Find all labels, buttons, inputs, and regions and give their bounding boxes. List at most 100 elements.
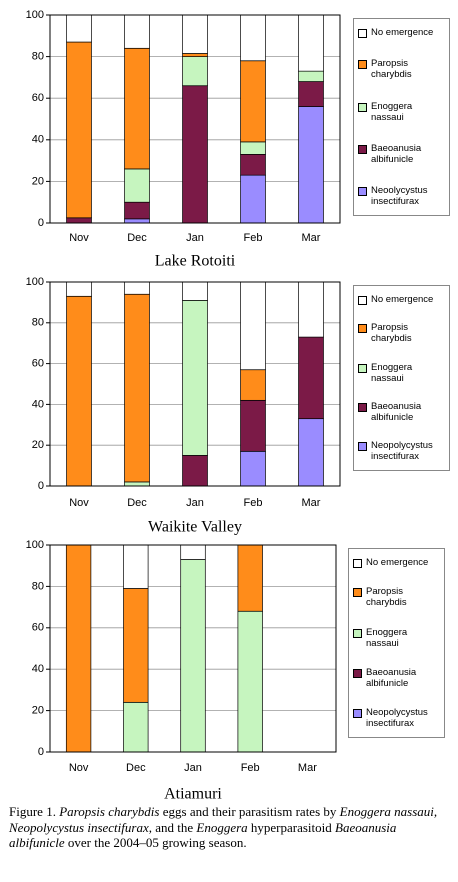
legend-item: Paropsis charybdis [358, 322, 445, 344]
x-tick-label: Nov [69, 497, 89, 509]
legend-swatch [358, 296, 367, 305]
legend-label: Baeoanusia albifunicle [371, 400, 422, 423]
legend-label: Enoggera nassaui [366, 626, 408, 649]
legend-item: Enoggera nassaui [353, 627, 440, 649]
bar-segment [124, 218, 150, 224]
bar-segment [66, 295, 92, 487]
legend-label: No emergence [371, 294, 434, 305]
legend-swatch [353, 588, 362, 598]
bar-segment [240, 141, 266, 155]
y-tick-label: 20 [32, 439, 44, 451]
bar-segment [180, 544, 206, 560]
y-tick-label: 80 [32, 51, 44, 63]
bar-segment [298, 70, 324, 82]
bar-segment [124, 201, 150, 220]
bar-segment [240, 399, 266, 452]
y-tick-label: 20 [32, 175, 44, 187]
x-tick-label: Jan [186, 232, 204, 244]
legend-swatch [358, 442, 367, 451]
chart-title: Atiamuri [164, 786, 222, 800]
y-tick-label: 60 [32, 92, 44, 104]
bar-segment [182, 281, 208, 301]
bar-segment [124, 281, 150, 295]
plot-border [49, 544, 337, 753]
legend-item: Baeoanusia albifunicle [353, 667, 440, 689]
caption-segment: Figure 1. [9, 804, 60, 819]
legend-item: Paropsis charybdis [353, 586, 440, 608]
caption-segment: over the 2004–05 growing season. [64, 835, 247, 850]
legend-label: Paropsis charybdis [366, 586, 407, 609]
legend-label: Baeoanusia albifunicle [371, 142, 422, 165]
x-tick-label: Nov [69, 232, 89, 244]
legend-item: No emergence [353, 557, 440, 568]
caption-segment: eggs and their parasitism rates by [159, 804, 340, 819]
bar-segment [182, 455, 208, 487]
legend-swatch [353, 559, 362, 568]
bar-segment [66, 41, 92, 219]
chart-title: Waikite Valley [148, 519, 242, 536]
bar-segment [65, 544, 92, 753]
bar-segment [123, 588, 149, 703]
bar-segment [182, 53, 208, 57]
bar-segment [124, 14, 150, 49]
x-tick-label: Dec [127, 497, 147, 509]
legend-label: Neopolycystus insectifurax [366, 707, 428, 729]
bar-segment [298, 81, 324, 107]
bar-segment [124, 47, 150, 170]
caption-segment: Baeoanusia albifunicle [9, 819, 397, 851]
x-tick-label: Jan [186, 497, 204, 509]
bar-segment [298, 418, 324, 487]
bar-segment [298, 14, 324, 72]
legend-item: Enoggera nassaui [358, 362, 445, 384]
legend-item: Neopolycystus insectifurax [358, 440, 445, 462]
legend-label: Enoggera nassaui [371, 100, 413, 123]
legend-label: Neopolycystus insectifurax [371, 440, 433, 462]
legend-item: Paropsis charybdis [358, 58, 445, 80]
x-tick-label: Feb [241, 762, 260, 774]
legend-item: Neopolycystus insectifurax [353, 707, 440, 729]
y-tick-label: 20 [32, 705, 44, 717]
bar-segment [182, 56, 208, 87]
legend-item: Baeoanusia albifunicle [358, 401, 445, 423]
bar-segment [240, 281, 266, 371]
x-tick-label: Dec [126, 762, 146, 774]
chart-title: Lake Rotoiti [155, 253, 236, 270]
bar-segment [66, 217, 92, 224]
y-tick-label: 100 [26, 539, 44, 551]
legend-swatch [358, 324, 367, 334]
x-tick-label: Dec [127, 232, 147, 244]
bar-segment [298, 106, 324, 224]
legend-item: Enoggera nassaui [358, 101, 445, 123]
bar-segment [182, 14, 208, 54]
bar-segment [124, 293, 150, 483]
bar-segment [240, 14, 266, 62]
caption-segment: hyperparasitoid [247, 819, 336, 835]
legend-item: Neoolycystus insectifurax [358, 185, 445, 207]
caption-segment: and the [151, 819, 197, 835]
legend-swatch [358, 29, 367, 38]
y-tick-label: 0 [38, 217, 44, 229]
bar-segment [240, 450, 266, 487]
bar-segment [124, 481, 150, 487]
y-tick-label: 100 [26, 276, 44, 288]
legend-swatch [358, 144, 367, 154]
legend-label: No emergence [371, 27, 434, 38]
legend-item: No emergence [358, 294, 445, 305]
caption: Figure 1. Paropsis charybdis eggs and th… [9, 804, 449, 851]
y-tick-label: 40 [32, 398, 44, 410]
legend-label: Baeoanusia albifunicle [366, 666, 417, 689]
bar-segment [66, 281, 92, 297]
x-tick-label: Feb [244, 232, 263, 244]
x-tick-label: Mar [298, 762, 317, 774]
legend-swatch [358, 402, 367, 412]
bar-segment [66, 14, 92, 43]
charts: 0 20 40 60 80 100 Nov Dec Jan Feb Mar Lake Rotoiti 0… [26, 9, 341, 800]
x-tick-label: Jan [184, 762, 202, 774]
plot-border [49, 281, 341, 487]
bar-segment [240, 60, 266, 143]
legend-item: No emergence [358, 27, 445, 38]
legend-swatch [358, 187, 367, 196]
y-tick-label: 40 [32, 663, 44, 675]
y-tick-label: 40 [32, 134, 44, 146]
